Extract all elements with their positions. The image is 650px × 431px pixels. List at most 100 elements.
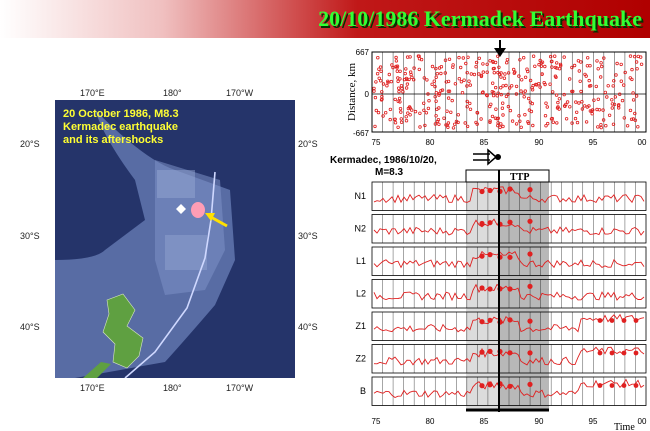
- scatter-point: [506, 104, 511, 109]
- scatter-point: [505, 61, 509, 65]
- scatter-point: [437, 122, 441, 126]
- scatter-point: [564, 117, 569, 121]
- scatter-point: [558, 62, 563, 67]
- scatter-point: [378, 65, 383, 69]
- scatter-point: [607, 113, 612, 117]
- scatter-point: [374, 108, 378, 113]
- series-peak-dot: [479, 188, 485, 195]
- scatter-point: [499, 92, 503, 97]
- series-peak-dot: [479, 253, 485, 259]
- series-line: [373, 250, 645, 269]
- scatter-point: [611, 84, 615, 88]
- scatter-point: [494, 107, 498, 111]
- scatter-point: [635, 67, 639, 71]
- x-tick: 75: [372, 417, 381, 426]
- series-peak-dot: [527, 283, 533, 289]
- scatter-point: [601, 108, 605, 112]
- scatter-point: [384, 110, 388, 115]
- scatter-point: [629, 117, 634, 121]
- trench-line: [124, 171, 216, 378]
- scatter-point: [527, 96, 531, 101]
- scatter-point: [636, 125, 640, 129]
- series-peak-dot: [527, 318, 533, 324]
- map: 20 October 1986, M8.3 Kermadec earthquak…: [55, 100, 295, 378]
- map-caption-line: and its aftershocks: [63, 134, 164, 146]
- scatter-point: [540, 72, 544, 76]
- scatter-point: [422, 101, 426, 105]
- scatter-point: [520, 78, 524, 82]
- scatter-point: [587, 78, 591, 83]
- scatter-point: [628, 108, 633, 113]
- scatter-point: [600, 64, 604, 69]
- event-label-line2: M=8.3: [375, 167, 404, 178]
- scatter-point: [435, 119, 440, 124]
- scatter-point: [571, 89, 575, 94]
- scatter-point: [530, 86, 534, 90]
- scatter-point: [433, 122, 438, 126]
- scatter-point: [555, 121, 559, 125]
- pale-patch: [157, 170, 195, 198]
- scatter-point: [595, 59, 599, 63]
- scatter-point: [434, 90, 439, 95]
- scatter-point: [603, 90, 607, 95]
- scatter-point: [481, 70, 485, 74]
- series-peak-dot: [527, 350, 533, 356]
- scatter-point: [407, 105, 412, 109]
- header-bar: [0, 0, 650, 38]
- scatter-point: [546, 121, 550, 126]
- series-peak-dot: [621, 318, 627, 323]
- scatter-point: [587, 104, 591, 108]
- scatter-point: [551, 120, 555, 124]
- scatter-point: [376, 110, 381, 115]
- scatter-point: [555, 106, 560, 110]
- scatter-point: [523, 75, 528, 79]
- scatter-point: [445, 123, 450, 127]
- scatter-point: [406, 111, 410, 115]
- scatter-point: [379, 69, 383, 73]
- scatter-point: [588, 109, 593, 113]
- scatter-point: [615, 61, 619, 66]
- scatter-point: [457, 55, 461, 60]
- scatter-point: [377, 76, 381, 80]
- scatter-point: [579, 60, 583, 64]
- scatter-point: [550, 59, 554, 64]
- scatter-point: [599, 75, 603, 79]
- scatter-point: [377, 67, 381, 71]
- distance-chart: Distance, km 667 0 -667 75 80 85 90 95 0…: [346, 40, 647, 147]
- scatter-point: [390, 63, 394, 67]
- scatter-point: [491, 66, 496, 71]
- stack-xlabel: Time: [614, 422, 635, 431]
- scatter-point: [450, 98, 454, 103]
- series-peak-dot: [479, 220, 485, 227]
- scatter-point: [605, 95, 609, 99]
- scatter-point: [620, 98, 625, 103]
- scatter-point: [503, 72, 507, 76]
- shallow-zone-2: [155, 160, 225, 295]
- scatter-point: [468, 101, 472, 106]
- scatter-point: [526, 121, 531, 125]
- scatter-point: [379, 79, 383, 83]
- series-label: B: [360, 386, 366, 396]
- series-peak-dot: [487, 286, 493, 292]
- scatter-point: [604, 123, 608, 128]
- scatter-point: [610, 106, 614, 110]
- scatter-point: [466, 55, 470, 59]
- scatter-point: [472, 72, 477, 77]
- scatter-point: [543, 113, 548, 118]
- scatter-point: [443, 58, 448, 62]
- scatter-point: [548, 82, 552, 86]
- scatter-point: [488, 104, 492, 109]
- scatter-point: [507, 86, 512, 90]
- map-bottom-lon-label: 170°W: [226, 383, 254, 393]
- scatter-point: [399, 110, 403, 114]
- scatter-point: [394, 55, 398, 60]
- scatter-point: [479, 73, 484, 78]
- scatter-point: [440, 88, 445, 92]
- pale-patch: [165, 235, 207, 270]
- scatter-point: [465, 104, 469, 109]
- scatter-point: [580, 99, 584, 104]
- scatter-point: [587, 84, 592, 88]
- scatter-point: [531, 54, 536, 58]
- scatter-point: [499, 122, 503, 126]
